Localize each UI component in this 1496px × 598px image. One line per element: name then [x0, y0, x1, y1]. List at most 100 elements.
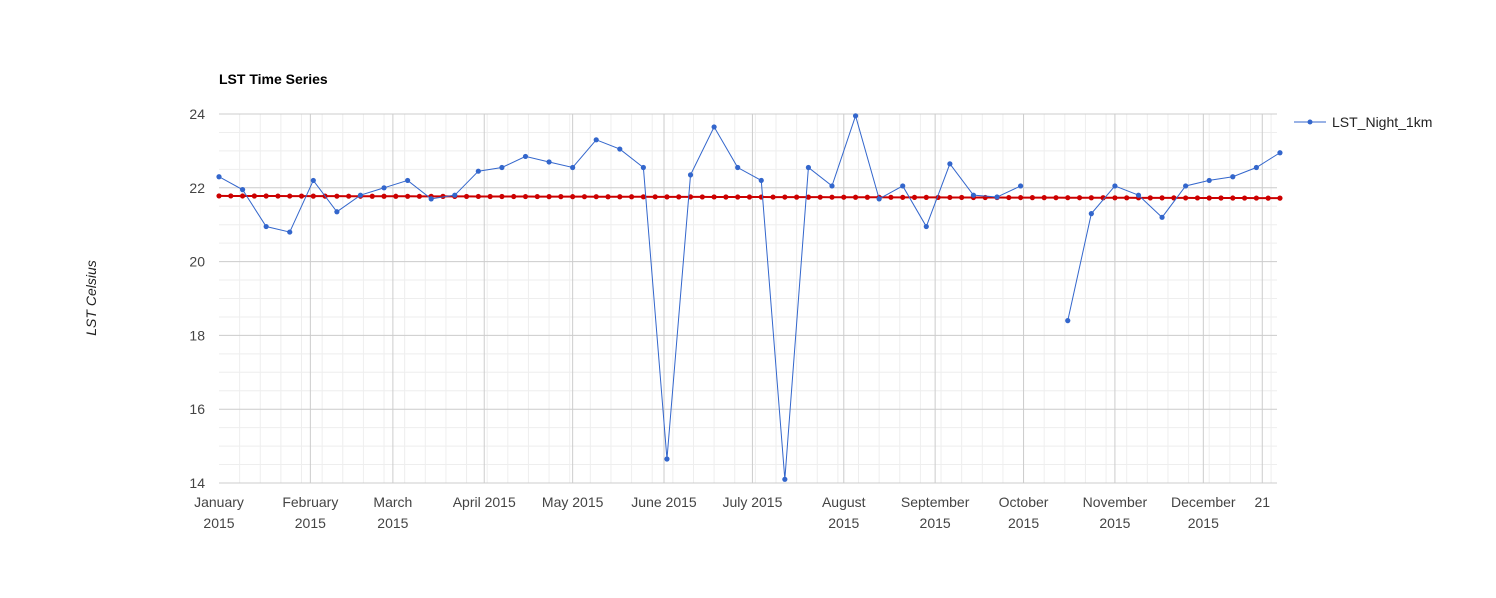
legend-label[interactable]: LST_Night_1km: [1332, 114, 1432, 130]
trend-point: [1230, 195, 1236, 201]
lst-night-point[interactable]: [1088, 211, 1094, 217]
trend-point: [1206, 195, 1212, 201]
trend-point: [310, 193, 316, 199]
x-tick-label: July 2015: [722, 494, 782, 510]
lst-night-point[interactable]: [1065, 318, 1071, 324]
x-tick-label: October: [999, 494, 1049, 510]
trend-point: [522, 193, 529, 200]
lst-night-point[interactable]: [475, 168, 481, 174]
trend-point: [1041, 195, 1047, 201]
trend-point: [735, 194, 741, 200]
trend-point: [263, 193, 269, 199]
trend-point: [652, 194, 658, 200]
lst-night-point[interactable]: [263, 223, 269, 230]
trend-point: [405, 193, 411, 199]
lst-night-point[interactable]: [735, 164, 741, 171]
lst-night-point[interactable]: [1159, 214, 1165, 220]
lst-night-point[interactable]: [1277, 150, 1283, 156]
trend-point: [1265, 195, 1271, 201]
lst-night-point[interactable]: [1135, 192, 1142, 198]
lst-night-point[interactable]: [522, 153, 529, 160]
lst-night-point[interactable]: [876, 196, 882, 202]
lst-night-point[interactable]: [1018, 183, 1024, 189]
lst-night-point[interactable]: [1253, 164, 1259, 171]
lst-night-point[interactable]: [310, 177, 316, 184]
lst-night-point[interactable]: [1230, 174, 1236, 180]
trend-point: [1076, 195, 1083, 201]
trend-point: [746, 194, 753, 200]
legend-swatch-dot: [1307, 119, 1313, 125]
x-tick-label: February: [282, 494, 338, 510]
lst-night-point[interactable]: [357, 192, 364, 198]
trend-point: [369, 193, 375, 199]
x-tick-label: March: [373, 494, 412, 510]
y-tick-label: 24: [189, 106, 205, 122]
trend-point: [1018, 194, 1024, 201]
lst-night-point[interactable]: [239, 187, 246, 193]
x-tick-label-year: 2015: [203, 515, 234, 531]
lst-night-point[interactable]: [1206, 177, 1212, 184]
lst-night-point[interactable]: [1183, 183, 1189, 189]
lst-night-point[interactable]: [782, 476, 788, 482]
lst-night-point[interactable]: [452, 192, 458, 198]
trend-point: [770, 194, 776, 200]
trend-point: [239, 193, 246, 199]
trend-point: [805, 194, 812, 200]
lst-night-point[interactable]: [1112, 183, 1118, 189]
lst-night-point[interactable]: [805, 164, 812, 171]
trend-point: [676, 194, 682, 200]
lst-night-point[interactable]: [640, 164, 646, 171]
x-tick-label-year: 2015: [828, 515, 859, 531]
trend-point: [664, 194, 670, 200]
lst-night-point[interactable]: [334, 209, 340, 215]
trend-point: [275, 193, 281, 199]
lst-night-point[interactable]: [428, 196, 434, 202]
trend-point: [1112, 195, 1118, 201]
lst-night-point[interactable]: [570, 164, 576, 171]
trend-point: [298, 193, 305, 199]
legend[interactable]: LST_Night_1km: [1294, 114, 1432, 130]
x-tick-label-year: 2015: [1188, 515, 1219, 531]
trend-point: [475, 193, 481, 200]
x-tick-label: January: [194, 494, 244, 510]
lst-night-line: [218, 114, 1021, 480]
lst-night-point[interactable]: [664, 456, 670, 462]
trend-point: [546, 194, 552, 200]
lst-night-point[interactable]: [499, 164, 505, 171]
lst-night-point[interactable]: [900, 183, 906, 189]
lst-night-point[interactable]: [287, 229, 293, 235]
trend-point: [581, 194, 588, 200]
trend-point: [900, 194, 906, 200]
lst-night-point[interactable]: [687, 172, 694, 178]
lst-night-point[interactable]: [546, 159, 552, 165]
trend-point: [1253, 195, 1259, 201]
trend-point: [923, 194, 929, 200]
lst-night-point[interactable]: [970, 192, 977, 198]
lst-night-point[interactable]: [994, 194, 1000, 200]
lst-night-point[interactable]: [923, 223, 929, 230]
trend-point: [723, 194, 729, 200]
lst-night-point[interactable]: [405, 177, 411, 184]
lst-night-point[interactable]: [852, 113, 859, 119]
y-axis-ticks: 14 16 18 20 22 24: [189, 106, 205, 491]
trend-point: [829, 194, 835, 200]
trend-point: [794, 194, 800, 200]
lst-night-point[interactable]: [216, 174, 222, 180]
lst-night-point[interactable]: [829, 183, 835, 189]
lst-night-point[interactable]: [711, 124, 717, 130]
trend-point: [1100, 195, 1106, 201]
trend-point: [381, 193, 387, 199]
lst-night-point[interactable]: [758, 177, 764, 184]
trend-point: [487, 193, 493, 200]
x-tick-label: September: [901, 494, 970, 510]
lst-night-point[interactable]: [593, 137, 599, 143]
lst-night-series: [216, 113, 1283, 482]
lst-night-point[interactable]: [947, 161, 953, 167]
trend-point: [947, 194, 953, 201]
trend-point: [617, 194, 623, 200]
lst-night-line: [1067, 152, 1281, 321]
lst-night-point[interactable]: [381, 185, 387, 191]
lst-night-point[interactable]: [617, 146, 623, 152]
trend-point: [1088, 195, 1094, 201]
